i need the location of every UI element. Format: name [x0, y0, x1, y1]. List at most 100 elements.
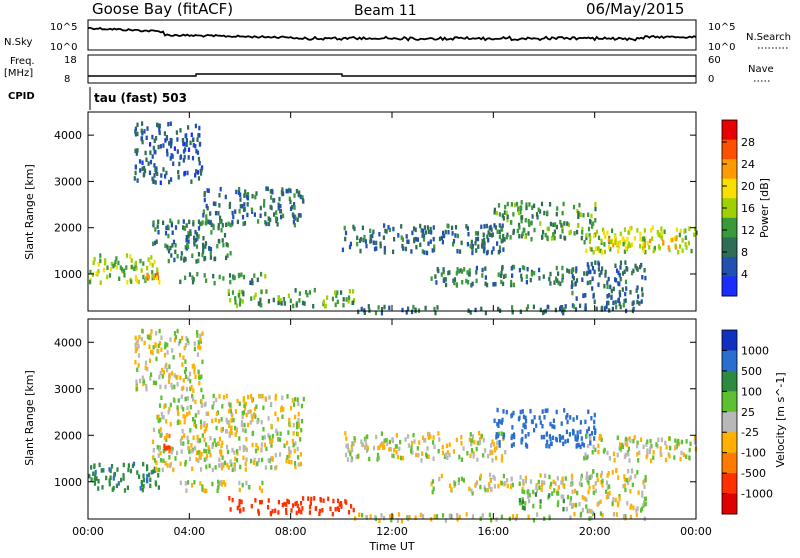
heatmap-cell	[595, 306, 598, 312]
heatmap-cell	[669, 445, 672, 451]
heatmap-cell	[318, 508, 322, 514]
heatmap-cell	[174, 249, 177, 255]
heatmap-cell	[350, 445, 353, 450]
heatmap-cell	[292, 402, 296, 407]
heatmap-cell	[399, 455, 402, 461]
heatmap-cell	[471, 491, 474, 496]
heatmap-cell	[564, 236, 567, 241]
heatmap-cell	[484, 266, 487, 271]
heatmap-cell	[142, 461, 145, 467]
heatmap-cell	[685, 245, 688, 250]
heatmap-cell	[553, 229, 556, 235]
heatmap-cell	[531, 419, 534, 425]
heatmap-cell	[210, 222, 213, 227]
heatmap-cell	[458, 454, 461, 460]
heatmap-cell	[232, 214, 235, 220]
heatmap-cell	[581, 230, 584, 235]
heatmap-cell	[153, 466, 156, 472]
heatmap-cell	[553, 280, 556, 285]
heatmap-cell	[170, 382, 173, 388]
x-tick-label: 04:00	[173, 525, 205, 538]
heatmap-cell	[141, 487, 144, 493]
heatmap-cell	[164, 243, 167, 248]
heatmap-cell	[431, 440, 435, 445]
heatmap-cell	[438, 476, 441, 482]
heatmap-cell	[561, 476, 564, 481]
heatmap-cell	[631, 482, 634, 488]
heatmap-cell	[457, 269, 460, 274]
heatmap-cell	[293, 193, 296, 198]
heatmap-cell	[524, 415, 527, 421]
heatmap-cell	[626, 236, 629, 242]
heatmap-cell	[169, 218, 172, 223]
heatmap-cell	[622, 514, 625, 519]
heatmap-cell	[496, 421, 499, 427]
heatmap-cell	[244, 428, 247, 434]
heatmap-cell	[142, 172, 145, 178]
heatmap-cell	[197, 234, 200, 239]
heatmap-cell	[571, 268, 574, 273]
heatmap-cell	[149, 477, 152, 482]
colorbar-segment	[722, 120, 737, 141]
heatmap-cell	[219, 186, 222, 192]
heatmap-cell	[626, 442, 629, 447]
heatmap-cell	[632, 268, 635, 274]
heatmap-cell	[419, 223, 422, 229]
heatmap-cell	[251, 278, 254, 283]
heatmap-cell	[599, 499, 602, 504]
heatmap-cell	[194, 413, 197, 418]
heatmap-cell	[421, 451, 424, 456]
heatmap-cell	[386, 441, 389, 446]
heatmap-cell	[270, 195, 273, 200]
heatmap-cell	[217, 484, 220, 490]
heatmap-cell	[221, 238, 224, 243]
heatmap-cell	[634, 263, 637, 269]
heatmap-cell	[166, 446, 169, 451]
heatmap-cell	[605, 489, 608, 494]
heatmap-cell	[158, 130, 161, 136]
heatmap-cell	[152, 469, 155, 474]
y-tick-label: 2000	[54, 222, 82, 235]
heatmap-cell	[483, 241, 486, 246]
heatmap-cell	[588, 233, 591, 238]
heatmap-cell	[588, 239, 592, 244]
heatmap-cell	[205, 218, 208, 223]
heatmap-cell	[112, 476, 115, 481]
heatmap-cell	[254, 194, 257, 200]
heatmap-cell	[497, 483, 500, 489]
heatmap-cell	[517, 207, 520, 212]
heatmap-cell	[405, 234, 408, 239]
heatmap-cell	[593, 412, 596, 418]
heatmap-cell	[200, 167, 203, 172]
colorbar-segment	[722, 391, 737, 413]
colorbar-tick-label: 12	[741, 224, 755, 237]
heatmap-cell	[530, 269, 534, 275]
heatmap-cell	[151, 273, 154, 279]
heatmap-cell	[524, 218, 527, 223]
heatmap-cell	[665, 445, 668, 450]
heatmap-cell	[274, 465, 277, 471]
heatmap-cell	[688, 455, 691, 460]
heatmap-cell	[587, 212, 590, 217]
heatmap-cell	[483, 485, 486, 490]
heatmap-cell	[162, 370, 165, 375]
heatmap-cell	[646, 448, 649, 453]
heatmap-cell	[614, 234, 617, 240]
heatmap-cell	[545, 443, 548, 448]
heatmap-cell	[185, 387, 189, 392]
heatmap-cell	[160, 411, 163, 417]
heatmap-cell	[469, 243, 472, 249]
heatmap-cell	[604, 269, 607, 275]
heatmap-cell	[410, 449, 413, 454]
heatmap-cell	[195, 149, 198, 154]
heatmap-cell	[292, 442, 295, 448]
heatmap-cell	[468, 272, 471, 277]
heatmap-cell	[264, 396, 267, 401]
heatmap-cell	[197, 156, 201, 162]
heatmap-cell	[170, 177, 173, 182]
heatmap-cell	[659, 233, 662, 238]
heatmap-cell	[582, 443, 585, 448]
heatmap-cell	[154, 149, 157, 155]
heatmap-cell	[592, 469, 595, 474]
heatmap-cell	[478, 430, 481, 436]
